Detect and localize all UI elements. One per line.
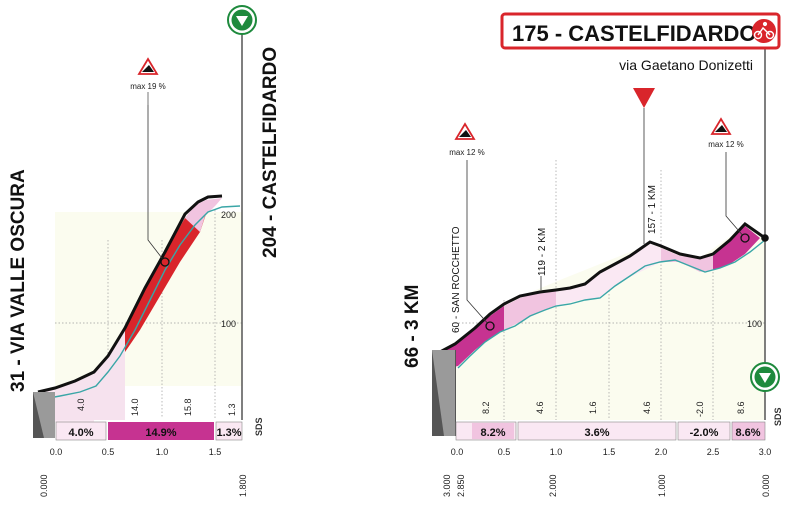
right-grade-label-2: 4.6	[535, 401, 545, 414]
right-grade-label-1: 8.2	[481, 401, 491, 414]
right-km-25: 2.5	[707, 447, 720, 457]
right-distance-2000: 2.000	[548, 474, 558, 497]
left-grade-box-1	[55, 421, 107, 441]
right-km-1: 1.0	[550, 447, 563, 457]
left-grade-box-1-text: 4.0%	[68, 427, 93, 439]
left-alt-200: 200	[221, 210, 236, 220]
left-km-0: 0.0	[50, 447, 63, 457]
right-grade-box-2-text: 3.6%	[584, 427, 609, 439]
left-km-1: 1.0	[156, 447, 169, 457]
left-grade-box-3	[215, 421, 243, 441]
right-km-0: 0.0	[451, 447, 464, 457]
left-climb-icon	[137, 57, 159, 75]
right-km-2: 2.0	[655, 447, 668, 457]
right-finish-dot	[761, 234, 769, 242]
left-start-label: 31 - VIA VALLE OSCURA	[8, 169, 29, 392]
right-climb-2-icon	[710, 117, 732, 135]
right-climb-2-dot	[740, 233, 750, 243]
right-grade-label-5: -2.0	[695, 401, 705, 417]
left-climb-label: max 19 %	[130, 82, 166, 91]
right-distance-0000: 0.000	[761, 474, 771, 497]
left-alt-100: 100	[221, 319, 236, 329]
left-teal-line	[37, 205, 241, 401]
right-segment-4	[661, 248, 713, 272]
left-distance-start: 0.000	[39, 474, 49, 497]
right-distance-2850: 2.850	[456, 474, 466, 497]
right-grade-box-4	[731, 421, 766, 441]
right-climb-1-leader	[466, 160, 491, 327]
left-profile: max 19 % 200 100 4.0 14.0 15.8 1.3 4.0% …	[8, 5, 281, 497]
right-profile-line	[439, 222, 766, 354]
left-grade-box-3-text: 1.3%	[216, 427, 241, 439]
right-km-15: 1.5	[603, 447, 616, 457]
right-segment-3	[556, 244, 661, 306]
right-grade-box-4-text: 8.6%	[735, 427, 760, 439]
right-sds-logo: SDS	[773, 407, 783, 426]
right-finish-arrow-icon	[759, 373, 771, 383]
last-km-flag-icon	[633, 88, 655, 108]
left-finish-arrow-icon	[236, 16, 248, 26]
left-end-label: 204 - CASTELFIDARDO	[260, 47, 281, 258]
right-start-shade	[432, 350, 455, 436]
right-distance-1000: 1.000	[657, 474, 667, 497]
left-segment-3	[125, 208, 208, 352]
right-grade-box-1-text: 8.2%	[480, 427, 505, 439]
right-km-3: 3.0	[759, 447, 772, 457]
left-climb-leader	[147, 105, 166, 263]
right-climb-1-label: max 12 %	[449, 148, 485, 157]
left-climb-dot	[160, 257, 170, 267]
finish-bike-glyph	[753, 21, 775, 40]
finish-bike-icon	[752, 19, 776, 43]
right-grade-label-4: 4.6	[642, 401, 652, 414]
right-grade-label-3: 1.6	[588, 401, 598, 414]
right-distance-3000: 3.000	[442, 474, 452, 497]
right-climb-2-leader	[725, 152, 746, 239]
right-teal-line	[457, 239, 766, 369]
finish-subtitle: via Gaetano Donizetti	[619, 57, 753, 73]
left-start-shade	[33, 392, 55, 438]
left-km-15: 1.5	[209, 447, 222, 457]
left-km-05: 0.5	[102, 447, 115, 457]
right-grade-box-2	[517, 421, 677, 441]
right-km-05: 0.5	[498, 447, 511, 457]
point-label-2km: 119 - 2 KM	[537, 228, 548, 276]
finish-title-box	[500, 12, 781, 50]
right-segment-2	[504, 290, 556, 330]
point-label-1km: 157 - 1 KM	[647, 185, 658, 234]
right-grade-label-6: 8.6	[736, 401, 746, 414]
right-grade-box-3-text: -2.0%	[690, 427, 719, 439]
right-climb-2-label: max 12 %	[708, 140, 744, 149]
right-alt-100: 100	[747, 319, 762, 329]
left-sds-logo: SDS	[254, 417, 264, 436]
finish-title: 175 - CASTELFIDARDO	[512, 21, 756, 46]
right-profile: 175 - CASTELFIDARDO via Gaetano Donizett…	[402, 12, 783, 497]
left-grade-label-3: 15.8	[183, 398, 193, 416]
left-grade-label-1: 4.0	[76, 398, 86, 411]
point-label-san-rocchetto: 60 - SAN ROCCHETTO	[451, 226, 462, 333]
right-climb-1-dot	[485, 321, 495, 331]
left-grade-box-2	[108, 422, 214, 440]
left-grade-box-2-text: 14.9%	[145, 427, 176, 439]
left-band	[55, 330, 125, 420]
right-grade-box-1-fill	[472, 423, 514, 439]
right-climb-1-icon	[454, 122, 476, 140]
left-grade-label-2: 14.0	[130, 398, 140, 416]
left-profile-line	[37, 194, 223, 394]
right-start-label: 66 - 3 KM	[402, 285, 423, 368]
right-grade-box-3	[677, 421, 731, 441]
left-grade-label-4: 1.3	[227, 403, 237, 416]
left-distance-end: 1.800	[238, 474, 248, 497]
